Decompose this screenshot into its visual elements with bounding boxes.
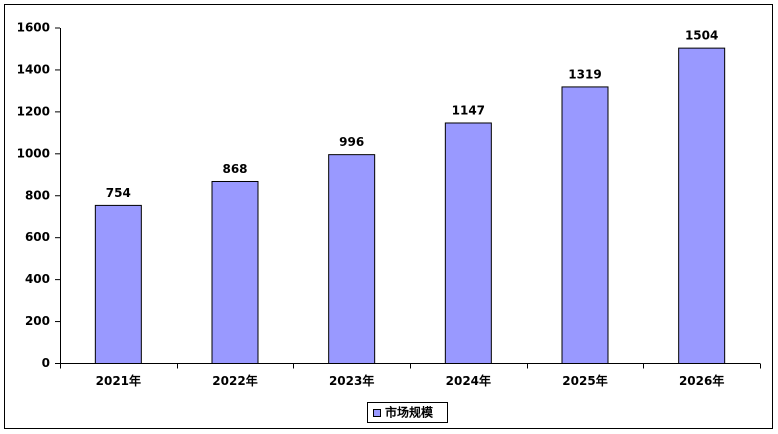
data-label: 754: [106, 186, 131, 200]
legend-box: [367, 402, 448, 423]
bar: [211, 180, 259, 364]
y-tick-label: 1600: [17, 21, 50, 35]
y-tick-label: 0: [42, 356, 50, 370]
bar: [94, 204, 142, 364]
bar: [561, 86, 609, 365]
data-label: 1504: [685, 29, 718, 43]
y-tick-label: 1200: [17, 104, 50, 118]
y-tick-label: 600: [25, 230, 50, 244]
data-label: 996: [339, 135, 364, 149]
legend-label: 市场规模: [385, 405, 434, 420]
x-tick-label: 2021年: [96, 373, 141, 388]
data-label: 1319: [568, 67, 601, 81]
x-tick-label: 2025年: [562, 373, 607, 388]
x-tick-label: 2026年: [679, 373, 724, 388]
y-tick-label: 200: [25, 314, 50, 328]
y-tick-label: 1400: [17, 62, 50, 76]
bar: [444, 122, 492, 364]
y-tick-label: 400: [25, 272, 50, 286]
x-tick-label: 2022年: [212, 373, 257, 388]
data-label: 1147: [452, 103, 485, 117]
y-tick-label: 1000: [17, 146, 50, 160]
y-tick-label: 800: [25, 188, 50, 202]
data-label: 868: [222, 162, 247, 176]
bar: [678, 47, 726, 364]
bar: [328, 154, 376, 364]
x-tick-label: 2024年: [446, 373, 491, 388]
legend-marker: [373, 409, 381, 417]
x-tick-label: 2023年: [329, 373, 374, 388]
